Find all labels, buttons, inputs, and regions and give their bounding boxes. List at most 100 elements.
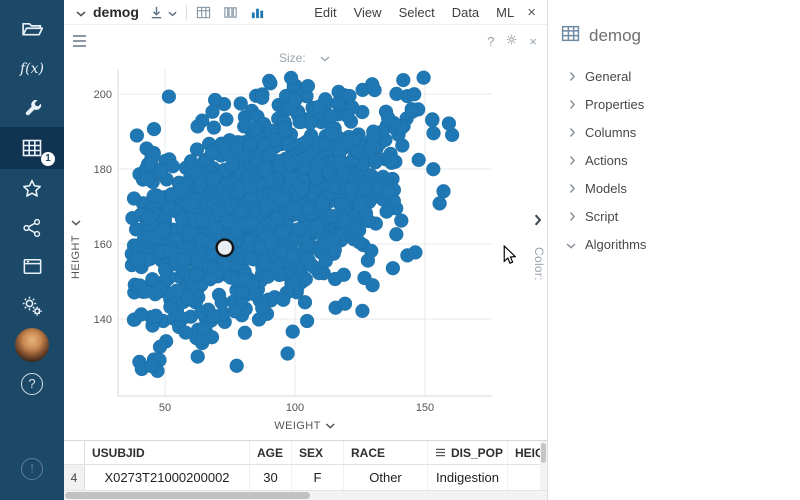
svg-text:50: 50 <box>159 402 171 414</box>
sidebar-item-share[interactable] <box>0 208 64 247</box>
panel-title: demog <box>589 26 641 45</box>
svg-text:200: 200 <box>94 89 112 101</box>
viewer-controls: ? × <box>487 33 537 49</box>
x-axis-label[interactable]: WEIGHT <box>274 420 336 432</box>
horizontal-scroll-thumb[interactable] <box>65 492 310 499</box>
sidebar-item-tables[interactable]: 1 <box>0 127 64 169</box>
column-header-heig[interactable]: HEIG <box>515 445 545 460</box>
download-options-chevron-icon[interactable] <box>168 5 177 20</box>
section-columns[interactable]: Columns <box>548 118 800 146</box>
table-title[interactable]: demog <box>93 4 139 20</box>
vertical-scroll-thumb[interactable] <box>541 443 546 463</box>
sidebar-item-alerts[interactable]: ! <box>0 449 64 488</box>
menu-select[interactable]: Select <box>398 4 435 20</box>
section-models[interactable]: Models <box>548 174 800 202</box>
table-grid-icon <box>20 136 44 160</box>
sidebar-item-favorites[interactable] <box>0 169 64 208</box>
table-row[interactable]: 4 X0273T21000200002 30 F Other Indigesti… <box>64 465 547 491</box>
help-icon: ? <box>21 372 43 395</box>
section-general[interactable]: General <box>548 62 800 90</box>
column-header-dispop[interactable]: DIS_POP <box>428 441 508 464</box>
window-icon <box>21 255 44 278</box>
grid-vertical-scrollbar[interactable] <box>540 441 547 491</box>
svg-text:150: 150 <box>416 402 434 414</box>
bar-chart-view-icon[interactable] <box>250 5 265 20</box>
sidebar-item-settings[interactable] <box>0 286 64 325</box>
sidebar-item-profile[interactable] <box>0 325 64 364</box>
column-menu-icon[interactable] <box>435 446 446 460</box>
user-avatar <box>15 327 49 362</box>
chevron-right-icon <box>564 71 579 81</box>
size-dropdown-chevron-icon <box>320 51 330 65</box>
grid-view-icon[interactable] <box>196 5 211 20</box>
color-selector[interactable]: Color: <box>532 247 546 281</box>
menu-edit[interactable]: Edit <box>314 4 337 20</box>
color-label: Color: <box>532 247 546 281</box>
columns-view-icon[interactable] <box>223 5 238 20</box>
section-properties[interactable]: Properties <box>548 90 800 118</box>
sidebar-item-tools[interactable] <box>0 88 64 127</box>
cell-sex[interactable]: F <box>292 465 344 490</box>
svg-text:180: 180 <box>94 164 112 176</box>
viewer-help-icon[interactable]: ? <box>487 33 495 49</box>
sidebar: f(x) 1 <box>0 0 64 500</box>
data-grid: USUBJID AGE SEX RACE DIS_POP HEIG 4 X027… <box>64 440 547 500</box>
star-icon <box>20 177 44 201</box>
cell-race[interactable]: Other <box>344 465 428 490</box>
scatter-plot-viewer: 50 100 150 140 160 180 200 ? × Size: Color: HE… <box>64 25 547 440</box>
cell-age[interactable]: 30 <box>250 465 292 490</box>
tables-count-badge: 1 <box>41 152 55 166</box>
y-axis-label[interactable]: HEIGHT <box>70 235 82 279</box>
panel-header: demog <box>548 0 800 58</box>
panel-expander-chevron-icon[interactable] <box>529 214 547 226</box>
property-panel: demog General Properties Columns Actions… <box>547 0 800 500</box>
view-toggle-group <box>196 5 269 20</box>
row-number-cell[interactable]: 4 <box>64 465 85 490</box>
menu-ml[interactable]: ML <box>496 4 515 20</box>
sidebar-item-windows[interactable] <box>0 247 64 286</box>
cell-dispop[interactable]: Indigestion <box>428 465 508 490</box>
menu-bar: Edit View Select Data ML <box>314 5 514 20</box>
toolbar-divider <box>185 4 187 20</box>
menu-data[interactable]: Data <box>451 4 480 20</box>
size-selector[interactable]: Size: <box>279 51 330 65</box>
close-table-button[interactable]: × <box>527 3 536 21</box>
grid-header-row: USUBJID AGE SEX RACE DIS_POP HEIG <box>64 441 547 465</box>
sidebar-item-open[interactable] <box>0 10 64 49</box>
menu-view[interactable]: View <box>353 4 382 20</box>
cell-usubjid[interactable]: X0273T21000200002 <box>85 465 250 490</box>
accordion: General Properties Columns Actions Model… <box>548 62 800 258</box>
column-header-age[interactable]: AGE <box>250 441 292 464</box>
grid-horizontal-scrollbar[interactable] <box>64 490 547 500</box>
column-header-race[interactable]: RACE <box>344 441 428 464</box>
viewer-close-icon[interactable]: × <box>529 33 537 49</box>
chevron-right-icon <box>564 183 579 193</box>
y-axis-column-chevron-icon[interactable] <box>71 213 81 231</box>
gears-icon <box>20 294 44 318</box>
svg-text:100: 100 <box>286 402 304 414</box>
section-algorithms[interactable]: Algorithms <box>548 230 800 258</box>
alert-icon: ! <box>21 457 43 480</box>
sidebar-item-help[interactable]: ? <box>0 364 64 403</box>
section-actions[interactable]: Actions <box>548 146 800 174</box>
table-icon <box>561 24 580 48</box>
svg-text:140: 140 <box>94 314 112 326</box>
column-header-usubjid[interactable]: USUBJID <box>85 441 250 464</box>
viewer-menu-icon[interactable] <box>73 35 86 47</box>
share-icon <box>21 217 43 239</box>
chevron-right-icon <box>564 211 579 221</box>
column-header-sex[interactable]: SEX <box>292 441 344 464</box>
viewer-settings-gear-icon[interactable] <box>505 33 518 49</box>
scatter-plot[interactable]: 50 100 150 140 160 180 200 <box>64 25 547 440</box>
chevron-right-icon <box>564 99 579 109</box>
row-number-header <box>64 441 85 464</box>
functions-icon: f(x) <box>19 60 44 77</box>
download-icon[interactable] <box>149 5 164 20</box>
section-script[interactable]: Script <box>548 202 800 230</box>
x-axis-column-chevron-icon <box>326 420 336 432</box>
chevron-right-icon <box>564 127 579 137</box>
sidebar-item-functions[interactable]: f(x) <box>0 49 64 88</box>
svg-text:160: 160 <box>94 239 112 251</box>
chevron-down-icon <box>566 237 576 252</box>
table-menu-chevron-icon[interactable] <box>76 5 86 20</box>
